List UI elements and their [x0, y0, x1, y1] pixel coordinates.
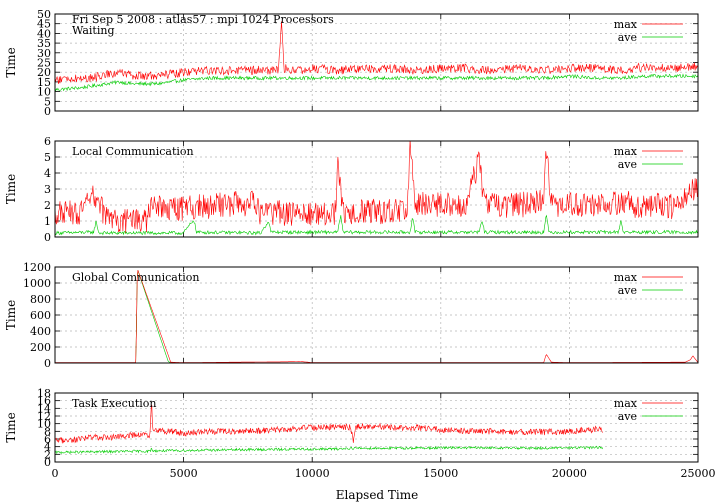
x-tick-label: 5000: [170, 467, 198, 480]
panel-title: Global Communication: [72, 271, 200, 284]
y-tick-label: 4: [44, 441, 51, 454]
y-tick-label: 50: [37, 8, 51, 21]
y-tick-label: 10: [37, 418, 51, 431]
y-tick-label: 40: [37, 27, 51, 40]
y-tick-label: 800: [30, 293, 51, 306]
y-tick-label: 45: [37, 18, 51, 31]
y-tick-label: 1200: [23, 261, 51, 274]
series-line-ave: [55, 214, 698, 236]
plot-frame: [54, 13, 699, 112]
y-tick-label: 8: [44, 425, 51, 438]
y-axis-label: Time: [4, 47, 18, 77]
legend-label-max: max: [614, 18, 638, 31]
series-line-ave: [55, 73, 698, 92]
panel-title: Local Communication: [72, 145, 194, 158]
y-tick-label: 6: [44, 135, 51, 148]
y-tick-label: 2: [44, 448, 51, 461]
y-tick-label: 200: [30, 341, 51, 354]
y-tick-label: 18: [37, 387, 51, 400]
legend-label-ave: ave: [618, 158, 637, 171]
y-tick-label: 3: [44, 183, 51, 196]
legend-label-max: max: [614, 271, 638, 284]
y-tick-label: 4: [44, 167, 51, 180]
y-tick-label: 5: [44, 95, 51, 108]
y-tick-label: 14: [37, 402, 51, 415]
legend-label-ave: ave: [618, 284, 637, 297]
plot-frame: [54, 140, 699, 238]
x-tick-label: 10000: [295, 467, 330, 480]
y-tick-label: 15: [37, 76, 51, 89]
y-tick-label: 5: [44, 151, 51, 164]
legend-label-ave: ave: [618, 410, 637, 423]
y-tick-label: 0: [44, 231, 51, 244]
x-tick-label: 15000: [423, 467, 458, 480]
y-axis-label: Time: [4, 412, 18, 442]
x-tick-label: 0: [52, 467, 59, 480]
chart-panels: 05101520253035404550WaitingTimemaxave012…: [4, 8, 716, 480]
y-tick-label: 1000: [23, 277, 51, 290]
panel-title: Waiting: [72, 24, 115, 37]
y-tick-label: 20: [37, 66, 51, 79]
y-tick-label: 10: [37, 86, 51, 99]
y-tick-label: 16: [37, 395, 51, 408]
series-line-max: [55, 21, 698, 84]
y-tick-label: 30: [37, 47, 51, 60]
y-tick-label: 6: [44, 433, 51, 446]
y-tick-label: 0: [44, 357, 51, 370]
y-axis-label: Time: [4, 300, 18, 330]
x-axis-label: Elapsed Time: [336, 488, 419, 502]
series-line-ave: [55, 445, 604, 455]
plot-frame: [54, 266, 699, 364]
series-line-max: [55, 404, 603, 444]
y-tick-label: 400: [30, 325, 51, 338]
x-tick-label: 25000: [681, 467, 716, 480]
series-line-ave: [55, 270, 698, 363]
legend-label-max: max: [614, 397, 638, 410]
series-line-max: [55, 270, 698, 363]
series-line-max: [55, 141, 698, 233]
y-tick-label: 2: [44, 199, 51, 212]
y-tick-label: 25: [37, 57, 51, 70]
legend-label-max: max: [614, 145, 638, 158]
y-tick-label: 12: [37, 410, 51, 423]
y-tick-label: 600: [30, 309, 51, 322]
panel-title: Task Execution: [72, 397, 156, 410]
y-tick-label: 1: [44, 215, 51, 228]
y-tick-label: 0: [44, 456, 51, 469]
chart-panel-3: 0 200 400 600 800 1000 1200 Global Communicatio…: [4, 261, 699, 370]
x-tick-label: 20000: [552, 467, 587, 480]
legend-label-ave: ave: [618, 31, 637, 44]
y-tick-label: 35: [37, 37, 51, 50]
y-tick-label: 0: [44, 105, 51, 118]
plot-frame: [54, 392, 699, 463]
figure-header: Fri Sep 5 2008 : atlas57 : mpi 1024 Proc…: [72, 13, 334, 26]
y-axis-label: Time: [4, 174, 18, 204]
